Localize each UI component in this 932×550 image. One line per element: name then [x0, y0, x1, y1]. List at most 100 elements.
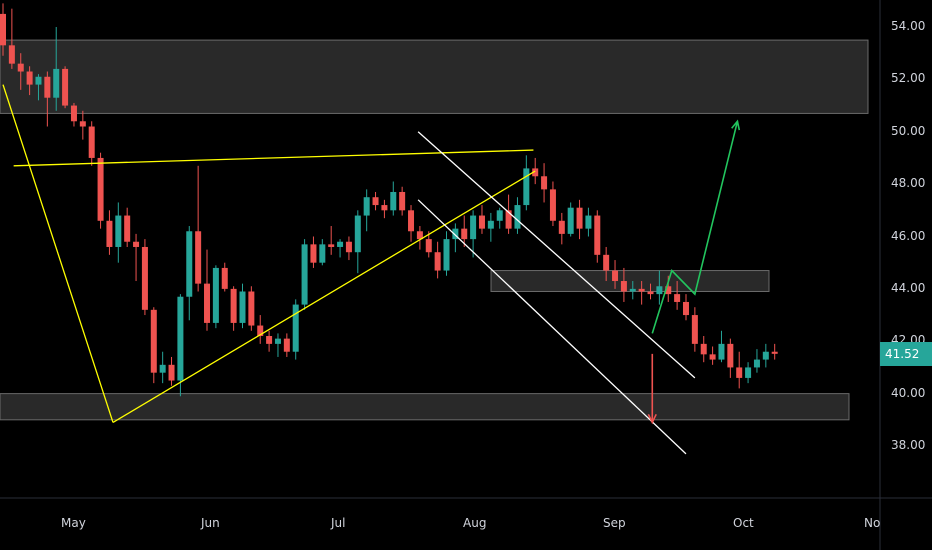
- candle: [266, 330, 273, 352]
- candle-body: [416, 231, 423, 240]
- horizontal-resistance-line[interactable]: [13, 149, 534, 167]
- candle-body: [337, 241, 344, 247]
- candle-body: [195, 231, 202, 284]
- candle: [620, 267, 627, 302]
- candle: [762, 343, 769, 368]
- candle: [682, 294, 689, 321]
- candle-body: [186, 231, 193, 297]
- candle: [195, 165, 202, 292]
- candle: [416, 226, 423, 250]
- candle-body: [567, 207, 574, 234]
- candle-body: [0, 13, 6, 46]
- candle: [274, 333, 281, 357]
- candle: [177, 294, 184, 397]
- candle: [727, 338, 734, 378]
- candle-body: [470, 215, 477, 240]
- candle: [434, 241, 441, 279]
- candle: [603, 246, 610, 282]
- candle-body: [26, 71, 33, 85]
- support-zone[interactable]: [0, 393, 850, 421]
- price-tick-label: 52.00: [891, 71, 926, 86]
- candle-body: [150, 309, 157, 373]
- resistance-zone[interactable]: [0, 39, 869, 114]
- candle: [753, 349, 760, 373]
- candle-body: [443, 239, 450, 271]
- candle-body: [124, 215, 131, 242]
- candle: [150, 307, 157, 384]
- candle: [319, 239, 326, 266]
- bullish-projection[interactable]: [651, 121, 739, 334]
- candle-body: [594, 215, 601, 255]
- candle-body: [141, 246, 148, 310]
- candle: [301, 239, 308, 310]
- candle: [452, 223, 459, 253]
- price-tick-label: 54.00: [891, 19, 926, 33]
- candle-body: [629, 288, 636, 292]
- candle: [594, 210, 601, 263]
- candle: [230, 286, 237, 331]
- candle-body: [461, 228, 468, 240]
- candle-body: [718, 343, 725, 360]
- candle: [159, 351, 166, 384]
- candle: [8, 8, 15, 69]
- candle: [363, 189, 370, 232]
- candle-body: [248, 291, 255, 326]
- mid-zone[interactable]: [490, 270, 770, 292]
- candle-body: [523, 168, 530, 206]
- time-tick-label: May: [61, 516, 86, 530]
- candle-body: [381, 205, 388, 211]
- rising-trendline[interactable]: [112, 170, 536, 423]
- candle-body: [620, 281, 627, 292]
- candles-layer: [0, 3, 778, 397]
- candle: [390, 181, 397, 216]
- candle: [310, 236, 317, 268]
- candle-body: [408, 210, 415, 232]
- candle-body: [17, 63, 24, 72]
- candle-body: [97, 157, 104, 221]
- candle: [0, 3, 6, 56]
- channel-upper-line[interactable]: [417, 131, 696, 379]
- channel-lower-line[interactable]: [417, 199, 687, 455]
- candle-body: [753, 359, 760, 368]
- candle-body: [674, 294, 681, 302]
- candle-body: [283, 338, 290, 352]
- drawings-layer: [2, 84, 741, 455]
- candle: [97, 152, 104, 229]
- candle: [35, 74, 42, 101]
- candle-body: [212, 267, 219, 323]
- candle-body: [292, 304, 299, 352]
- candle: [425, 231, 432, 258]
- candle-body: [771, 351, 778, 354]
- candle-body: [301, 244, 308, 305]
- candle: [709, 346, 716, 365]
- candle-body: [204, 283, 211, 323]
- candle-body: [363, 197, 370, 216]
- candle: [700, 336, 707, 363]
- candle: [26, 66, 33, 96]
- candle: [88, 121, 95, 166]
- candle-body: [736, 367, 743, 378]
- candle: [62, 66, 69, 109]
- candle: [381, 199, 388, 219]
- candle-body: [133, 241, 140, 247]
- candle-body: [70, 105, 77, 122]
- candle-body: [487, 220, 494, 229]
- candle: [168, 356, 175, 386]
- candle: [337, 239, 344, 258]
- candle: [567, 202, 574, 237]
- candle-body: [762, 351, 769, 360]
- bullish-projection-arrowhead: [731, 119, 741, 131]
- time-tick-label: Jul: [331, 516, 346, 530]
- price-tick-label: 44.00: [891, 280, 926, 295]
- candle-body: [514, 205, 521, 229]
- candle-body: [656, 286, 663, 295]
- candle-body: [372, 197, 379, 206]
- candle-body: [106, 220, 113, 247]
- candle: [558, 212, 565, 245]
- candle-body: [452, 228, 459, 240]
- candle-body: [505, 210, 512, 229]
- descending-support-line[interactable]: [2, 84, 114, 423]
- time-tick-label: Oct: [733, 516, 754, 530]
- candle-body: [274, 338, 281, 344]
